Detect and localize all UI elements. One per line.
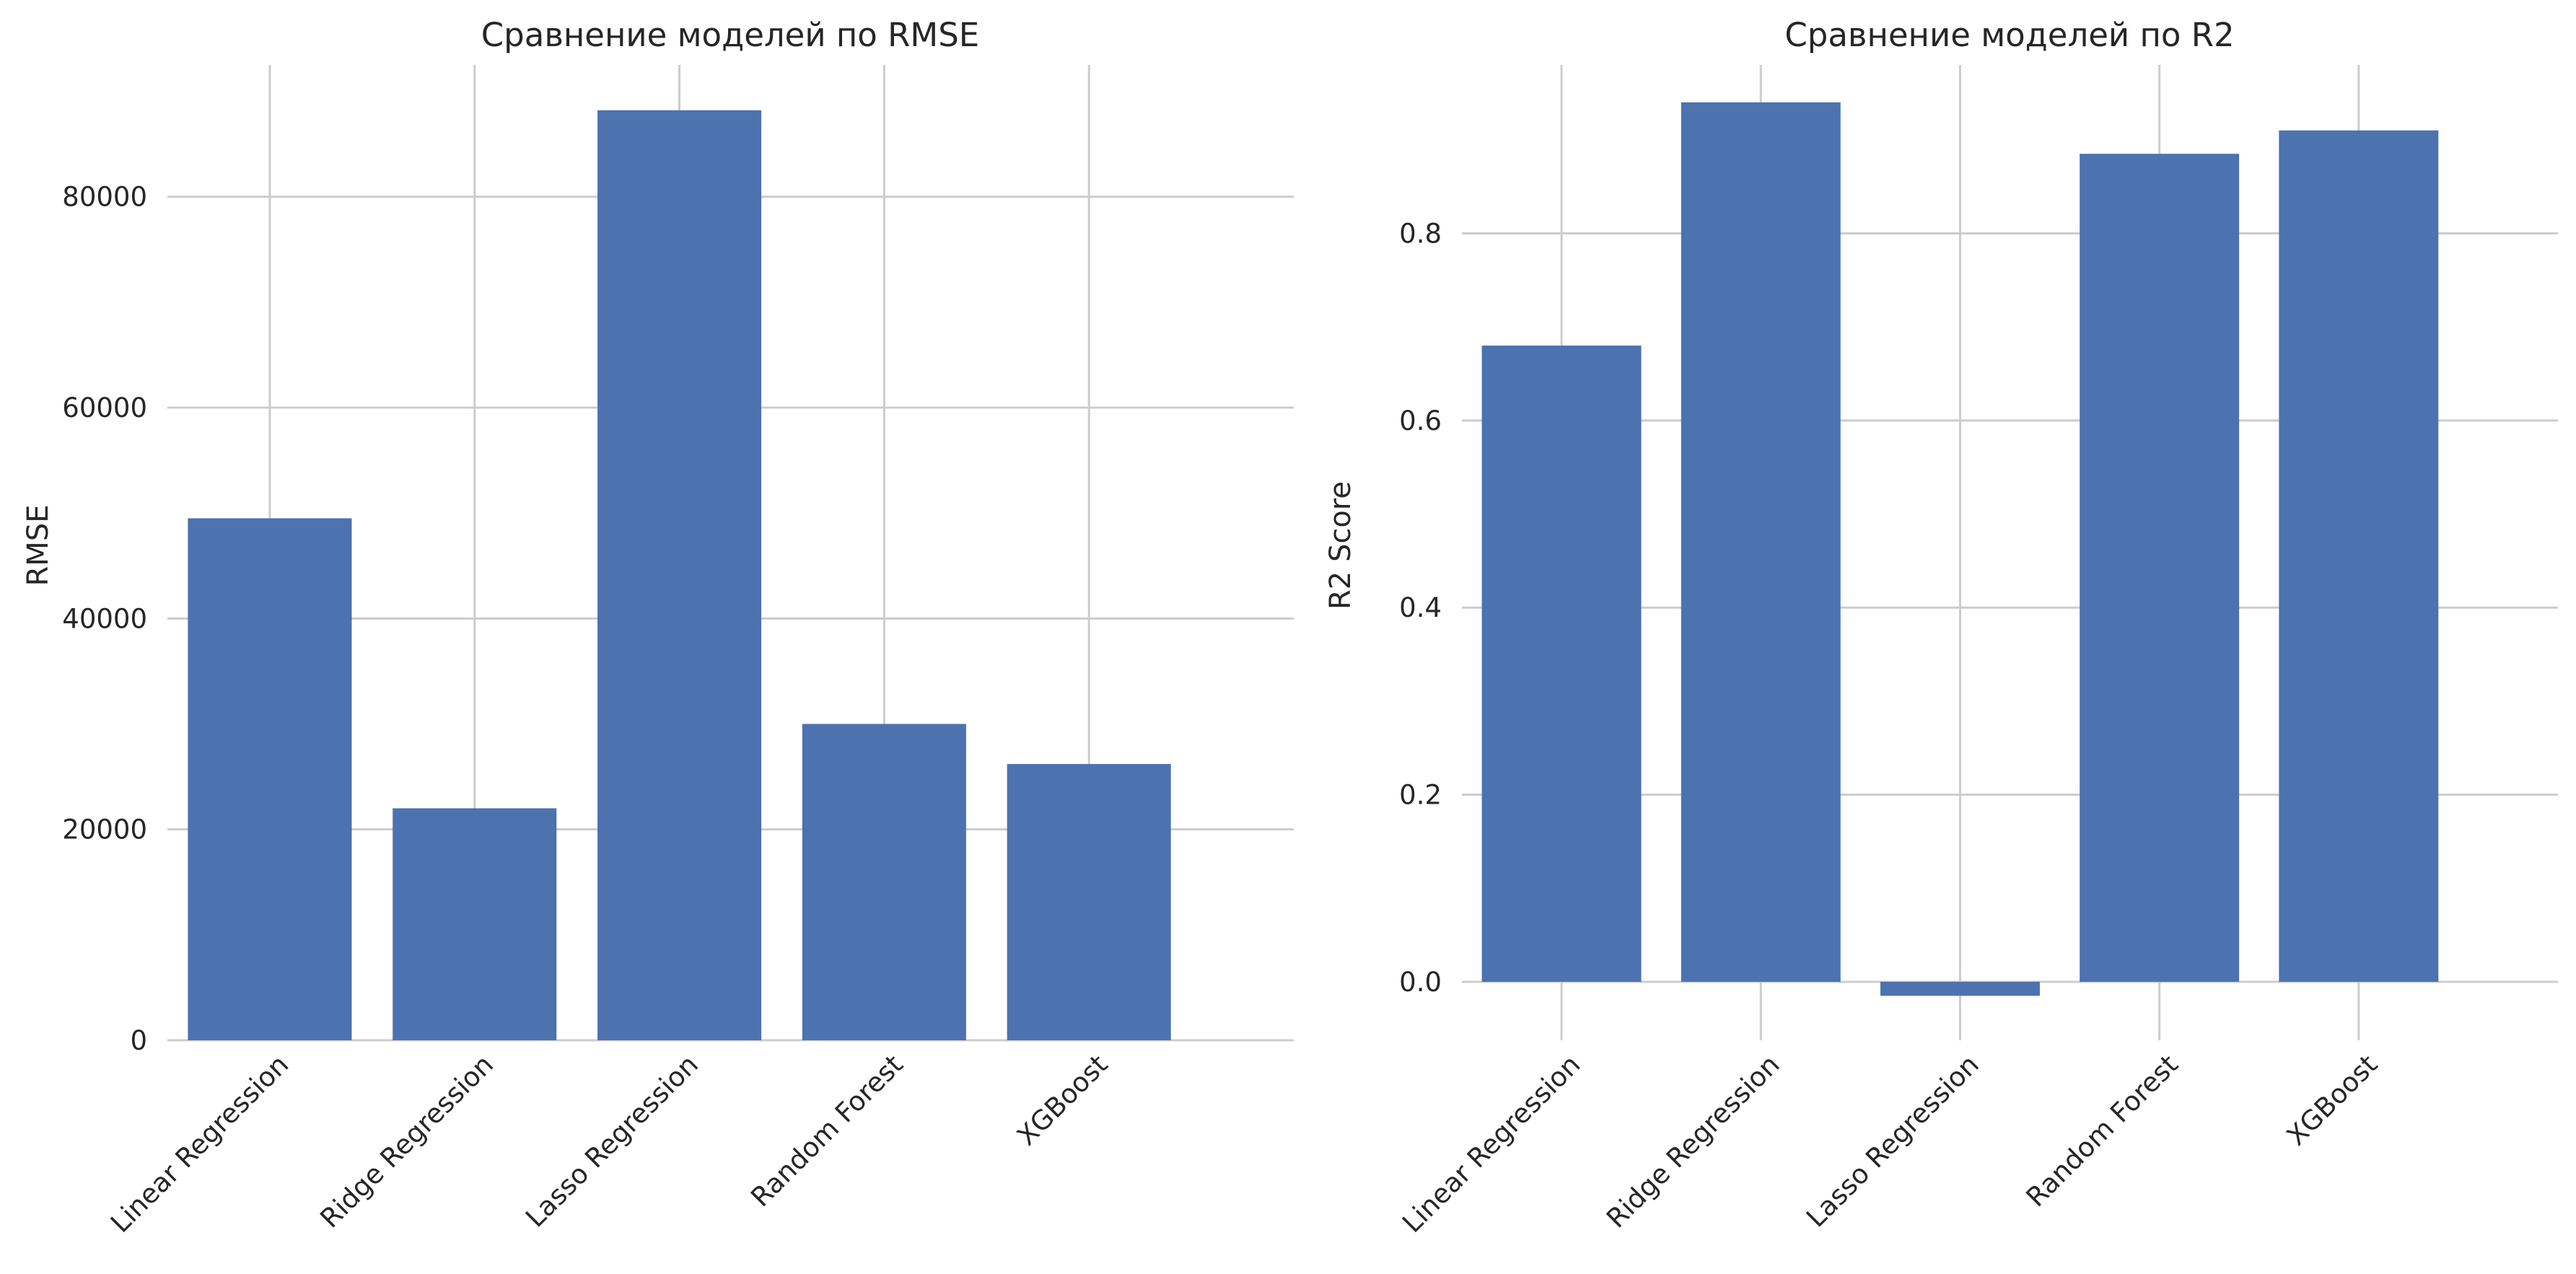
- rmse-bar-3: [597, 110, 762, 1040]
- rmse-chart: 0 20000 40000 60000 80000 Linear Regression Ri…: [22, 16, 1294, 1239]
- rmse-ytick-label: 0: [130, 1025, 147, 1056]
- r2-chart: 0.0 0.2 0.4 0.6 0.8 Linear Regression Ridge Re…: [1324, 16, 2558, 1239]
- rmse-ytick-label: 20000: [62, 814, 147, 845]
- rmse-bar-2: [393, 808, 557, 1040]
- r2-ylabel: R2 Score: [1324, 481, 1357, 610]
- rmse-bar-1: [188, 518, 352, 1040]
- rmse-ylabel: RMSE: [22, 505, 55, 587]
- r2-xtick-label: Linear Regression: [1396, 1049, 1586, 1239]
- r2-bar-5: [2279, 130, 2439, 982]
- rmse-xtick-label: Linear Regression: [105, 1049, 294, 1239]
- r2-bar-1: [1481, 346, 1642, 982]
- r2-xtick-label: Ridge Regression: [1600, 1049, 1786, 1234]
- r2-ytick-label: 0.2: [1399, 780, 1442, 811]
- rmse-xtick-label: Ridge Regression: [314, 1049, 499, 1234]
- rmse-xtick-label: Random Forest: [745, 1049, 908, 1213]
- r2-bar-4: [2080, 154, 2240, 982]
- rmse-xtick-label: Lasso Regression: [520, 1049, 704, 1234]
- r2-ytick-label: 0.0: [1399, 967, 1442, 998]
- r2-xtick-label: Lasso Regression: [1800, 1049, 1985, 1234]
- r2-ytick-label: 0.8: [1399, 218, 1442, 249]
- r2-xtick-label: XGBoost: [2281, 1049, 2383, 1151]
- rmse-xtick-label: XGBoost: [1011, 1049, 1113, 1151]
- r2-bar-2: [1681, 102, 1841, 982]
- rmse-ytick-label: 80000: [62, 182, 147, 213]
- r2-xtick-label: Random Forest: [2020, 1049, 2184, 1213]
- r2-chart-title: Сравнение моделей по R2: [1784, 16, 2234, 54]
- rmse-ytick-label: 40000: [62, 603, 147, 634]
- r2-bar-3: [1880, 981, 2040, 996]
- rmse-bar-5: [1007, 764, 1171, 1040]
- r2-ytick-label: 0.4: [1399, 592, 1442, 623]
- rmse-chart-title: Сравнение моделей по RMSE: [481, 16, 979, 54]
- r2-ytick-label: 0.6: [1399, 405, 1442, 436]
- rmse-ytick-label: 60000: [62, 392, 147, 423]
- rmse-bar-4: [802, 724, 966, 1040]
